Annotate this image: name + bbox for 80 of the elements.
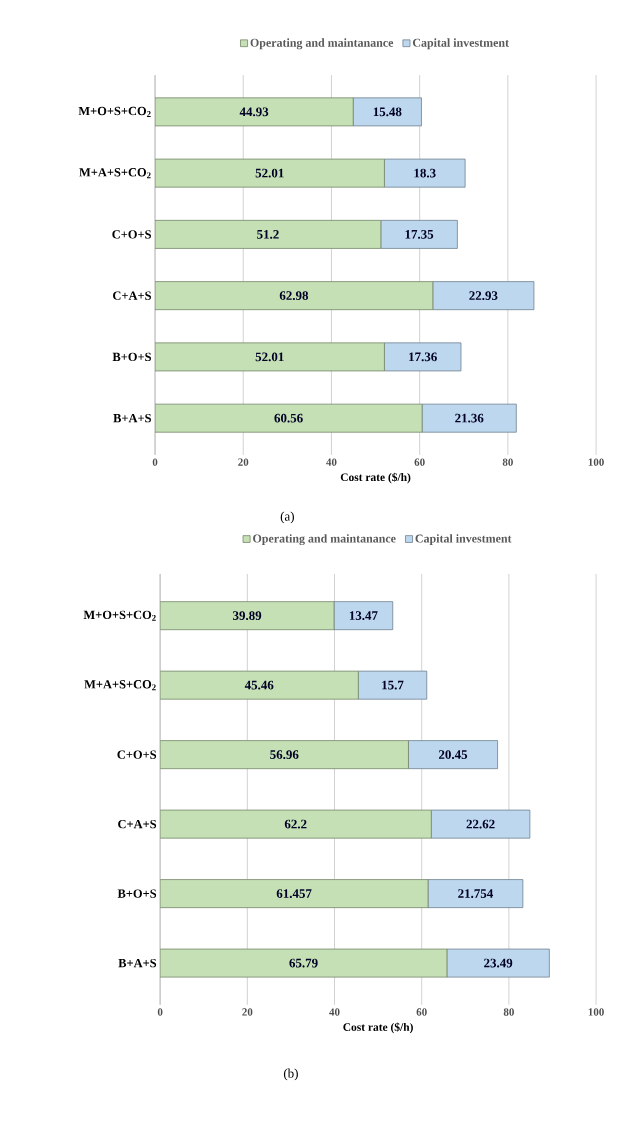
x-tick-label: 40 [329, 1008, 340, 1016]
x-tick-label: 100 [588, 1008, 604, 1016]
bar [155, 158, 385, 188]
x-axis-title: Cost rate ($/h) [343, 1022, 413, 1034]
y-tick-label: M+A+S+CO$_{2}$ [79, 168, 151, 179]
x-tick-label: 80 [503, 1008, 514, 1016]
bar [352, 97, 422, 127]
y-tick-label: C+A+S [113, 291, 152, 300]
bar [160, 601, 335, 631]
data-label: 17.35 [405, 230, 434, 239]
bar [384, 158, 466, 188]
data-label: 61.457 [276, 889, 312, 898]
data-label: 22.93 [469, 291, 498, 301]
x-tick-label: 60 [414, 458, 425, 466]
data-label: 65.79 [289, 958, 318, 968]
data-label: 15.48 [373, 107, 402, 117]
y-tick-label: M+A+S+CO$_{2}$ [84, 680, 156, 691]
y-tick-label: B+O+S [112, 352, 152, 362]
data-label: 22.62 [466, 819, 495, 829]
bar [357, 670, 428, 700]
bar [384, 342, 462, 372]
bar [160, 809, 432, 839]
text: (a) [280, 511, 294, 524]
x-tick-label: 0 [152, 458, 158, 466]
data-label: 60.56 [274, 413, 303, 423]
data-label: 44.93 [239, 107, 269, 117]
bar [333, 601, 394, 631]
data-label: 17.36 [409, 352, 437, 362]
legend-label: Capital investment [415, 534, 512, 545]
bar [380, 219, 458, 249]
bar [160, 879, 429, 909]
bar [160, 670, 359, 700]
data-label: 23.49 [484, 958, 513, 968]
x-tick-label: 20 [242, 1008, 253, 1016]
y-tick-label: B+A+S [118, 958, 157, 968]
data-label: 39.89 [233, 611, 262, 621]
y-tick-label: B+A+S [113, 413, 152, 423]
bar [155, 342, 385, 372]
bar [446, 948, 550, 978]
bar [430, 809, 531, 839]
text: (b) [283, 1068, 298, 1081]
data-label: 56.96 [270, 750, 299, 760]
bar [160, 740, 409, 770]
data-label: 62.98 [279, 291, 309, 301]
bar [155, 97, 354, 127]
x-tick-label: 0 [157, 1008, 163, 1016]
x-tick-label: 60 [416, 1008, 427, 1016]
y-tick-label: C+O+S [117, 750, 157, 759]
x-tick-label: 40 [326, 458, 337, 466]
data-label: 20.45 [439, 750, 468, 760]
data-label: 15.7 [382, 680, 404, 690]
y-tick-label: M+O+S+CO$_{2}$ [83, 610, 156, 621]
data-label: 62.2 [284, 819, 307, 829]
x-axis-title: Cost rate ($/h) [340, 472, 411, 484]
legend-label: Operating and maintanance [250, 38, 394, 50]
bar [155, 403, 423, 433]
data-label: 18.3 [414, 168, 436, 178]
bar [427, 879, 524, 909]
bar [160, 948, 448, 978]
data-label: 45.46 [244, 680, 274, 690]
x-tick-label: 20 [238, 458, 249, 466]
y-tick-label: C+A+S [118, 819, 157, 829]
legend-label: Capital investment [412, 38, 509, 50]
data-label: 52.01 [255, 168, 284, 178]
data-label: 52.01 [255, 352, 284, 362]
data-label: 21.754 [458, 889, 494, 898]
legend-label: Operating and maintanance [253, 534, 396, 546]
data-label: 21.36 [455, 413, 484, 423]
data-label: 13.47 [349, 611, 378, 621]
x-tick-label: 80 [502, 458, 513, 466]
x-tick-label: 100 [588, 458, 604, 466]
bar [421, 403, 517, 433]
bar [155, 281, 434, 311]
bar [155, 219, 382, 249]
data-label: 51.2 [257, 230, 279, 239]
bar [408, 740, 499, 770]
bar [432, 281, 535, 311]
y-tick-label: C+O+S [112, 230, 152, 239]
y-tick-label: M+O+S+CO$_{2}$ [78, 106, 151, 117]
y-tick-label: B+O+S [117, 889, 157, 898]
